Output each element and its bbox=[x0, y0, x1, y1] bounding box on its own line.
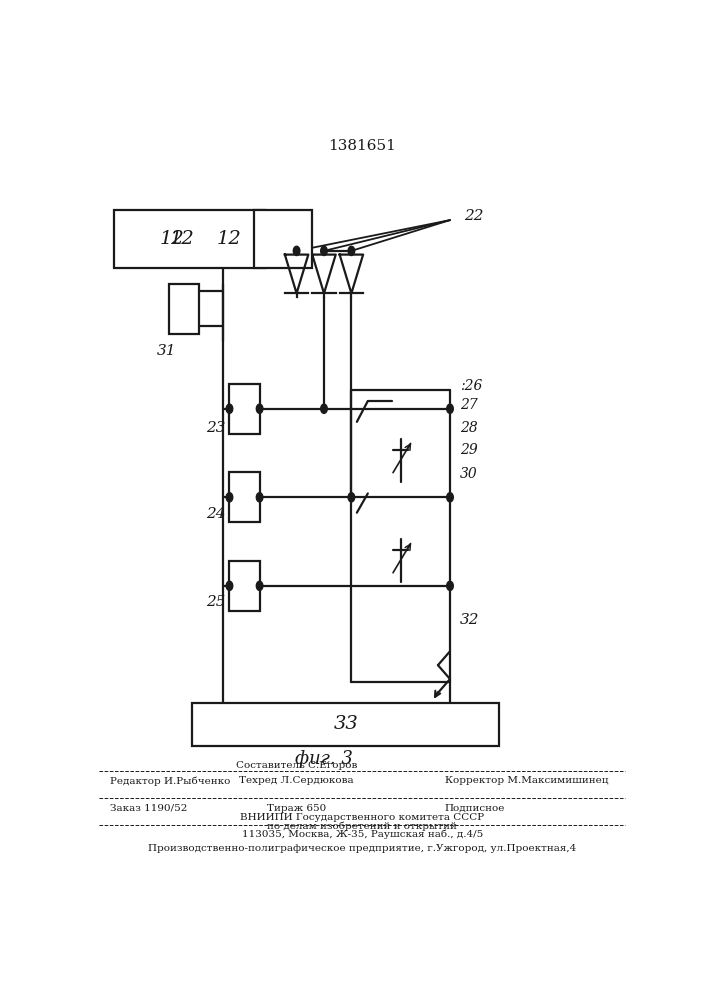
Text: Тираж 650: Тираж 650 bbox=[267, 804, 326, 813]
Text: Техред Л.Сердюкова: Техред Л.Сердюкова bbox=[239, 776, 354, 785]
Bar bbox=[254, 210, 312, 268]
Circle shape bbox=[447, 581, 453, 590]
Text: 32: 32 bbox=[460, 613, 479, 628]
Polygon shape bbox=[312, 255, 336, 293]
Circle shape bbox=[257, 404, 263, 413]
Circle shape bbox=[447, 404, 453, 413]
Bar bbox=[230, 472, 259, 522]
Text: Редактор И.Рыбченко: Редактор И.Рыбченко bbox=[110, 776, 230, 786]
Text: Корректор М.Максимишинец: Корректор М.Максимишинец bbox=[445, 776, 608, 785]
Text: 33: 33 bbox=[334, 715, 358, 733]
Circle shape bbox=[447, 493, 453, 502]
Circle shape bbox=[257, 493, 263, 502]
Bar bbox=[230, 561, 259, 611]
Text: 12: 12 bbox=[159, 230, 184, 248]
Bar bbox=[115, 210, 265, 268]
Text: фиг. 3: фиг. 3 bbox=[295, 750, 353, 768]
Bar bbox=[169, 284, 199, 334]
Text: 22: 22 bbox=[464, 209, 483, 223]
Text: 1381651: 1381651 bbox=[328, 139, 397, 153]
Text: 23: 23 bbox=[206, 421, 226, 435]
Circle shape bbox=[348, 246, 355, 256]
Circle shape bbox=[257, 581, 263, 590]
Bar bbox=[192, 703, 499, 746]
Text: 29: 29 bbox=[460, 443, 478, 457]
Circle shape bbox=[293, 246, 300, 256]
Text: 30: 30 bbox=[460, 467, 478, 481]
Polygon shape bbox=[339, 255, 363, 293]
Text: Составитель С.Егоров: Составитель С.Егоров bbox=[236, 761, 357, 770]
Text: 12: 12 bbox=[217, 230, 242, 248]
Text: 28: 28 bbox=[460, 421, 478, 435]
Circle shape bbox=[226, 404, 233, 413]
Text: Заказ 1190/52: Заказ 1190/52 bbox=[110, 804, 187, 813]
Text: 31: 31 bbox=[157, 344, 176, 358]
Text: 25: 25 bbox=[206, 595, 226, 609]
Circle shape bbox=[226, 493, 233, 502]
Circle shape bbox=[321, 404, 327, 413]
Text: ВНИИПИ Государственного комитета СССР: ВНИИПИ Государственного комитета СССР bbox=[240, 813, 484, 822]
Polygon shape bbox=[285, 255, 308, 293]
Text: Производственно-полиграфическое предприятие, г.Ужгород, ул.Проектная,4: Производственно-полиграфическое предприя… bbox=[148, 844, 576, 853]
Text: :26: :26 bbox=[460, 379, 482, 393]
Text: Подписное: Подписное bbox=[445, 804, 505, 813]
Text: 27: 27 bbox=[460, 398, 478, 412]
Text: 113035, Москва, Ж-35, Раушская наб., д.4/5: 113035, Москва, Ж-35, Раушская наб., д.4… bbox=[242, 829, 483, 839]
Circle shape bbox=[348, 493, 355, 502]
Text: 12: 12 bbox=[170, 230, 194, 248]
Bar bbox=[230, 384, 259, 434]
Text: 24: 24 bbox=[206, 507, 226, 521]
Text: по делам изобретений и открытий: по делам изобретений и открытий bbox=[267, 821, 457, 831]
Circle shape bbox=[226, 581, 233, 590]
Circle shape bbox=[321, 246, 327, 256]
